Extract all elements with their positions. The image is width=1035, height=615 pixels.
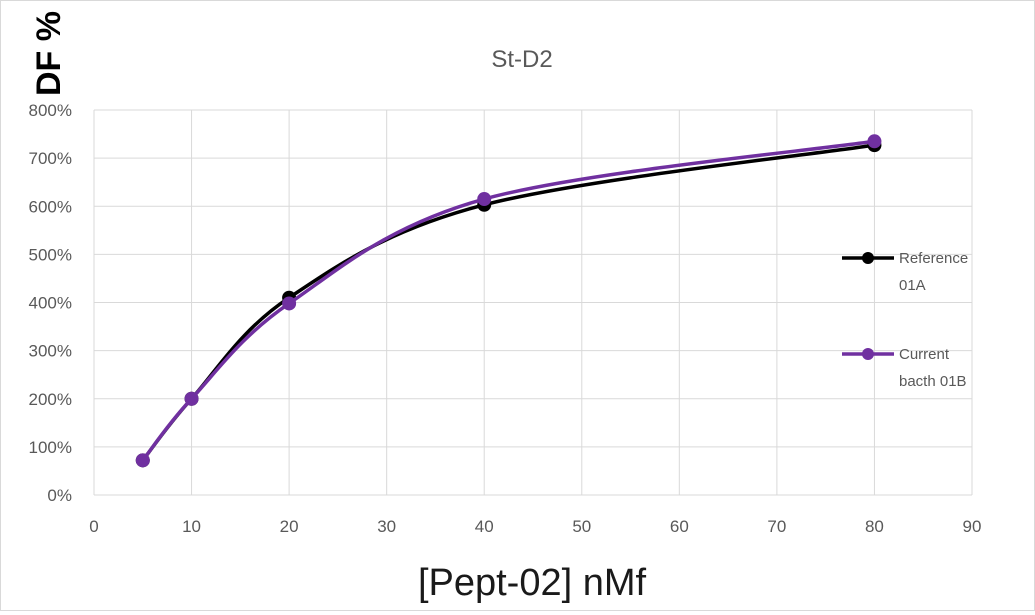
y-tick-label: 600% (29, 197, 72, 216)
y-axis-label: DF % (30, 11, 68, 96)
data-point (282, 296, 297, 311)
axes: 0% 100% 200% 300% 400% 500% 600% 700% 800% 0 10 20 3… (29, 101, 982, 536)
x-tick-label: 50 (572, 517, 591, 536)
legend-label: Reference (899, 250, 968, 267)
y-tick-label: 0% (47, 486, 72, 505)
x-axis-label: [Pept-02] nMf (418, 562, 647, 604)
y-tick-label: 300% (29, 342, 72, 361)
legend-swatch-marker (862, 348, 874, 360)
y-tick-label: 200% (29, 390, 72, 409)
data-point (477, 192, 492, 207)
gridlines (93, 109, 973, 496)
x-tick-label: 60 (670, 517, 689, 536)
x-tick-label: 90 (963, 517, 982, 536)
legend-label: bacth 01B (899, 373, 967, 390)
data-point (184, 391, 199, 406)
y-tick-label: 500% (29, 245, 72, 264)
x-tick-label: 0 (89, 517, 98, 536)
x-tick-label: 30 (377, 517, 396, 536)
x-tick-label: 20 (280, 517, 299, 536)
x-tick-label: 10 (182, 517, 201, 536)
y-tick-label: 100% (29, 438, 72, 457)
legend-swatch-marker (862, 252, 874, 264)
legend-label: 01A (899, 277, 926, 294)
series-group (135, 134, 882, 468)
legend-label: Current (899, 346, 950, 363)
x-tick-label: 70 (767, 517, 786, 536)
data-point (135, 453, 150, 468)
legend: Reference 01A Current bacth 01B (842, 250, 968, 390)
x-tick-label: 40 (475, 517, 494, 536)
series-line-2 (141, 139, 875, 462)
y-tick-label: 700% (29, 149, 72, 168)
chart-title: St-D2 (491, 46, 552, 73)
y-tick-label: 400% (29, 294, 72, 313)
x-tick-label: 80 (865, 517, 884, 536)
y-tick-label: 800% (29, 101, 72, 120)
data-point (867, 134, 882, 149)
